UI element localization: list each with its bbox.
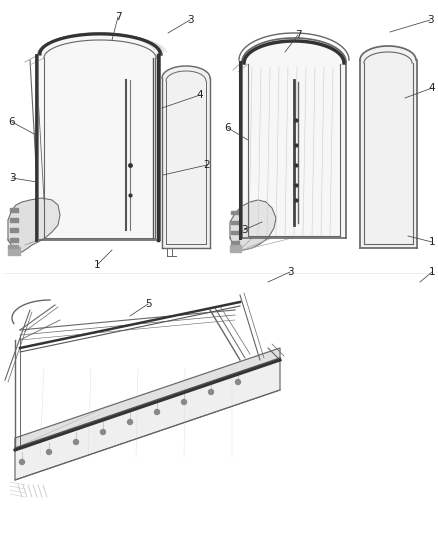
- Polygon shape: [15, 348, 280, 450]
- Bar: [8, 247, 20, 255]
- Polygon shape: [360, 46, 417, 248]
- Circle shape: [100, 430, 106, 434]
- Polygon shape: [15, 360, 280, 480]
- Circle shape: [236, 379, 240, 384]
- Circle shape: [127, 419, 133, 424]
- Text: 7: 7: [115, 12, 121, 22]
- Polygon shape: [38, 33, 162, 240]
- Circle shape: [74, 440, 78, 445]
- Bar: [231, 211, 239, 214]
- Bar: [10, 208, 18, 212]
- Circle shape: [46, 449, 52, 455]
- Text: 5: 5: [145, 299, 151, 309]
- Text: 6: 6: [225, 123, 231, 133]
- Polygon shape: [230, 200, 276, 250]
- Polygon shape: [242, 38, 346, 238]
- Text: 4: 4: [197, 90, 203, 100]
- Bar: [10, 218, 18, 222]
- Bar: [231, 230, 239, 234]
- Text: 1: 1: [429, 237, 435, 247]
- Bar: [10, 228, 18, 232]
- Bar: [10, 238, 18, 242]
- Text: 1: 1: [94, 260, 100, 270]
- Polygon shape: [8, 198, 60, 252]
- Circle shape: [208, 390, 213, 394]
- Circle shape: [155, 409, 159, 415]
- Bar: [8, 245, 18, 248]
- Circle shape: [181, 400, 187, 405]
- Text: 3: 3: [427, 15, 433, 25]
- Text: 3: 3: [287, 267, 293, 277]
- Text: 3: 3: [187, 15, 193, 25]
- Bar: [230, 245, 241, 252]
- Bar: [231, 221, 239, 224]
- Text: 6: 6: [9, 117, 15, 127]
- Text: 7: 7: [295, 30, 301, 40]
- Bar: [231, 240, 239, 244]
- Text: 4: 4: [429, 83, 435, 93]
- Text: 2: 2: [204, 160, 210, 170]
- Text: 1: 1: [429, 267, 435, 277]
- Text: 3: 3: [241, 225, 247, 235]
- Text: 3: 3: [9, 173, 15, 183]
- Circle shape: [20, 459, 25, 464]
- Polygon shape: [162, 66, 210, 248]
